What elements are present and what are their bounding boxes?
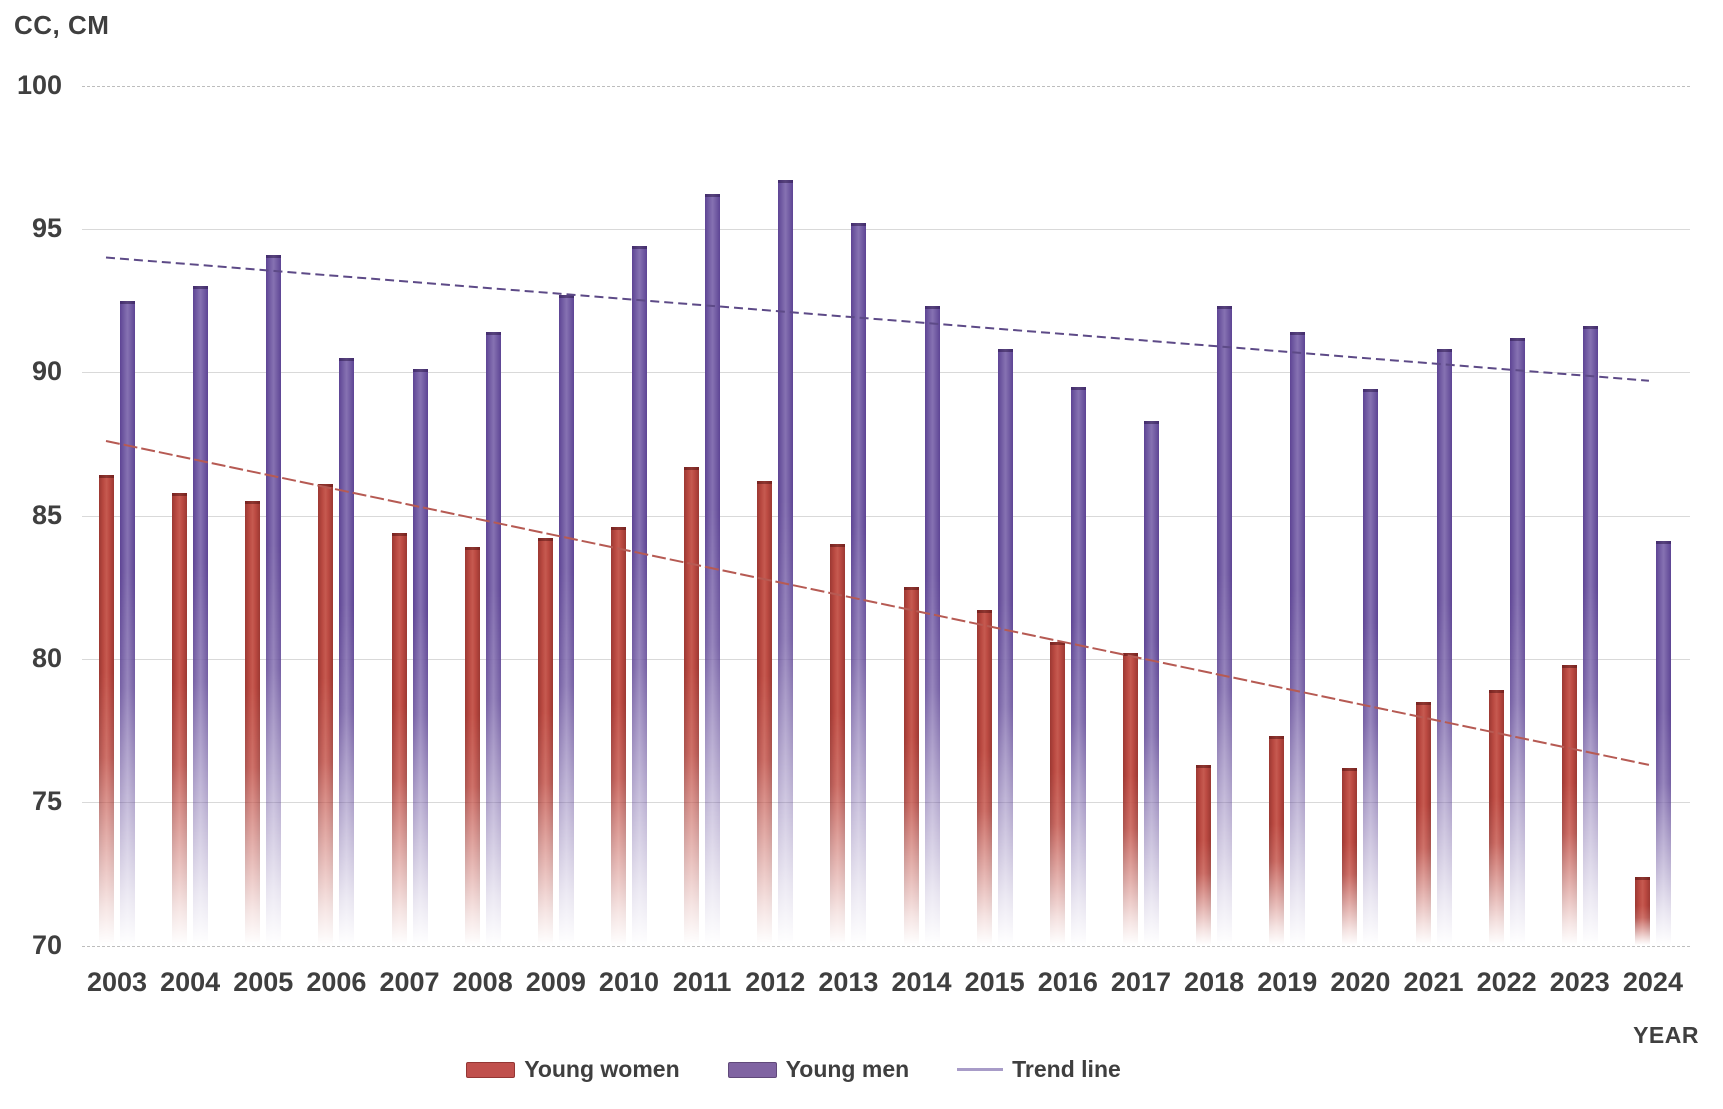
x-axis-tick-2013: 2013 [818,967,879,997]
bar-young-men-2011 [705,194,721,946]
bar-young-women-2024 [1634,876,1650,946]
bar-young-women-2011 [684,466,700,946]
bar-young-men-2023 [1582,326,1598,946]
x-axis-tick-2019: 2019 [1257,967,1318,997]
trend-line-young-men [105,256,1650,382]
gridline-75 [82,802,1690,804]
bar-young-men-2021 [1436,349,1452,946]
bar-young-women-2018 [1196,764,1212,946]
y-axis-title: CC, CM [14,10,110,40]
x-axis-tick-2014: 2014 [891,967,952,997]
y-axis-tick-75: 75 [31,786,62,817]
legend-label-young-men: Young men [785,1056,910,1082]
bar-young-men-2008 [485,332,501,946]
bar-young-women-2023 [1561,664,1577,946]
x-axis-tick-2012: 2012 [745,967,806,997]
x-axis-tick-2024: 2024 [1622,967,1683,997]
x-axis-tick-2021: 2021 [1403,967,1464,997]
bar-young-women-2013 [830,544,846,946]
x-axis-tick-2017: 2017 [1110,967,1171,997]
bar-young-women-2020 [1342,767,1358,946]
x-axis-tick-2004: 2004 [160,967,221,997]
bar-young-women-2014 [903,587,919,946]
gridline-95 [82,228,1690,230]
bar-young-men-2016 [1070,386,1086,946]
y-axis-tick-85: 85 [31,499,62,530]
bar-young-women-2019 [1269,736,1285,946]
x-axis-tick-2018: 2018 [1184,967,1245,997]
trend-line-swatch-icon [957,1068,1004,1071]
gridline-100 [82,85,1690,87]
gridline-70 [82,945,1690,947]
legend-label-trend-line: Trend line [1012,1056,1121,1082]
chart-legend: Young women Young men Trend line [0,1056,1655,1083]
bar-young-women-2022 [1488,690,1504,946]
legend-item-trend-line: Trend line [957,1056,1121,1083]
bar-young-women-2006 [318,484,334,946]
bar-young-men-2018 [1217,306,1233,946]
bar-young-men-2007 [412,369,428,946]
x-axis-tick-2008: 2008 [452,967,513,997]
legend-item-young-men: Young men [727,1056,910,1083]
x-axis-tick-2011: 2011 [672,967,732,997]
bar-young-men-2006 [339,357,355,946]
y-axis-tick-80: 80 [31,642,62,673]
x-axis-title: YEAR [1633,1022,1699,1048]
bar-young-women-2016 [1049,641,1065,946]
bar-young-men-2013 [851,223,867,946]
young-men-swatch-icon [727,1061,777,1078]
bar-young-men-2019 [1290,332,1306,946]
bar-young-men-2009 [558,294,574,946]
y-axis-tick-100: 100 [16,69,62,100]
bar-young-women-2007 [391,532,407,946]
bar-young-men-2010 [632,246,647,946]
y-axis-tick-70: 70 [31,929,62,960]
bar-young-men-2014 [924,306,940,946]
bar-young-women-2008 [464,547,480,946]
legend-label-young-women: Young women [524,1056,680,1082]
x-axis-tick-2015: 2015 [964,967,1025,997]
y-axis-tick-90: 90 [31,356,62,387]
bar-young-men-2005 [266,254,282,946]
bar-young-men-2022 [1509,337,1525,946]
bar-young-women-2005 [245,501,261,946]
bar-young-men-2012 [778,180,794,946]
bar-young-women-2012 [757,481,773,946]
bar-young-men-2017 [1144,420,1159,946]
x-axis-tick-2009: 2009 [525,967,586,997]
x-axis-tick-2007: 2007 [379,967,440,997]
bar-young-women-2004 [172,492,188,946]
bar-young-women-2010 [611,527,626,946]
x-axis-tick-2023: 2023 [1549,967,1610,997]
bar-young-women-2017 [1123,653,1138,946]
y-axis-tick-95: 95 [31,212,62,243]
x-axis-tick-2003: 2003 [86,967,148,997]
bar-young-men-2004 [193,286,209,946]
x-axis-tick-2005: 2005 [233,967,294,997]
x-axis-tick-2020: 2020 [1330,967,1391,997]
x-axis-tick-2022: 2022 [1476,967,1537,997]
x-axis-tick-2010: 2010 [598,967,659,997]
young-women-swatch-icon [466,1061,516,1078]
bar-young-men-2024 [1655,541,1671,946]
bar-young-women-2021 [1415,701,1431,946]
bar-young-women-2015 [976,610,992,946]
bar-young-women-2003 [99,475,114,946]
legend-item-young-women: Young women [466,1056,680,1083]
x-axis-tick-2006: 2006 [306,967,367,997]
bar-young-men-2015 [997,349,1013,946]
x-axis-tick-2016: 2016 [1037,967,1098,997]
bar-young-men-2003 [120,300,135,946]
bar-young-men-2020 [1363,389,1379,946]
bar-young-women-2009 [537,538,553,946]
